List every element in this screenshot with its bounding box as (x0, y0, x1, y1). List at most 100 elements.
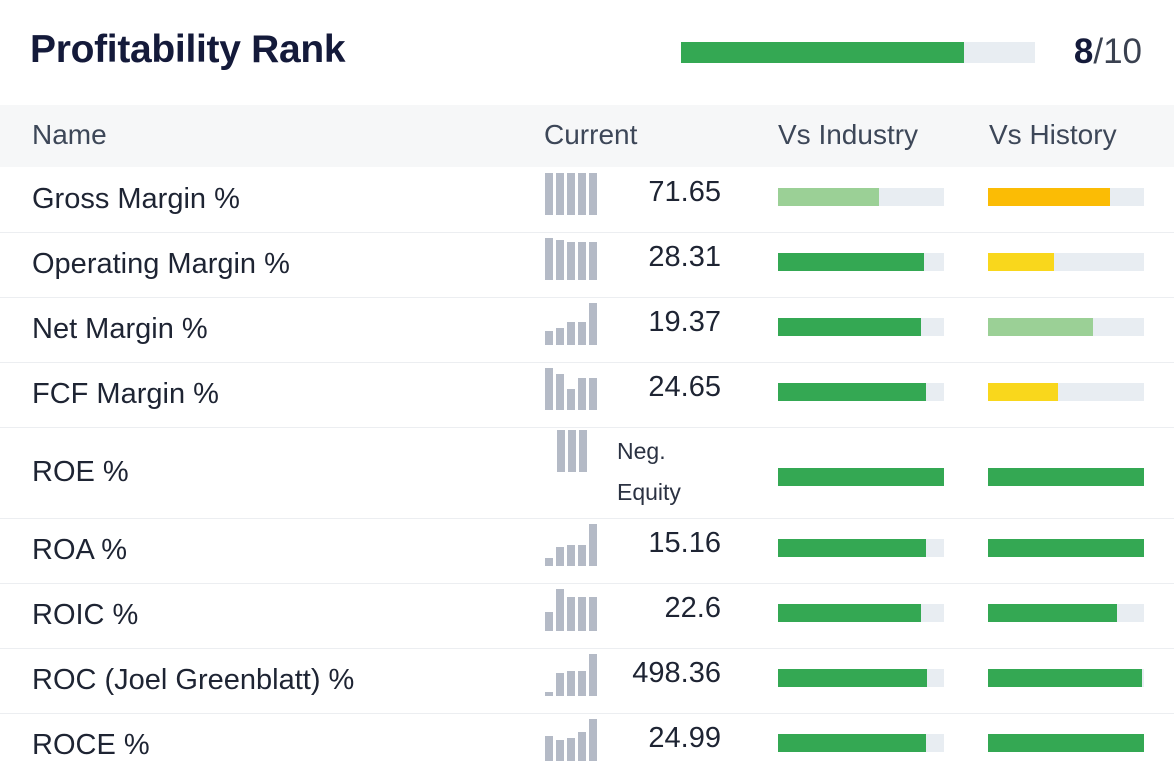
table-row[interactable]: Gross Margin % 71.65 (0, 167, 1174, 233)
vs-history-bar[interactable] (988, 733, 1144, 752)
table-row[interactable]: ROE % Neg. Equity (0, 427, 1174, 519)
sparkline-bar (545, 238, 553, 280)
vs-industry-bar[interactable] (778, 187, 944, 206)
vs-history-bar[interactable] (988, 668, 1144, 687)
vs-history-bar[interactable] (988, 538, 1144, 557)
vs-industry-bar[interactable] (778, 317, 944, 336)
sparkline-bar (567, 322, 575, 345)
table-row[interactable]: ROIC % 22.6 (0, 583, 1174, 649)
sparkline-bar (578, 545, 586, 566)
sparkline-bar (556, 547, 564, 566)
vs-history-bar[interactable] (988, 317, 1144, 336)
sparkline-bar (568, 430, 576, 472)
sparkline-bar (545, 736, 553, 761)
sparkline-bar (589, 719, 597, 761)
sparkline-bar (567, 173, 575, 215)
vs-history-bar-fill (988, 733, 1144, 752)
table-row[interactable]: Operating Margin % 28.31 (0, 232, 1174, 298)
sparkline-bar (567, 738, 575, 761)
sparkline-bar (578, 732, 586, 761)
vs-history-bar[interactable] (988, 187, 1144, 206)
rank-score: 8/10 (1074, 32, 1142, 72)
history-sparkline-icon[interactable] (545, 368, 597, 410)
history-sparkline-icon[interactable] (545, 173, 597, 215)
table-row[interactable]: ROA % 15.16 (0, 518, 1174, 584)
sparkline-bar (556, 328, 564, 345)
history-sparkline-icon[interactable] (545, 589, 597, 631)
sparkline-bar (578, 242, 586, 280)
sparkline-bar (567, 389, 575, 410)
vs-history-bar-fill (988, 668, 1143, 687)
current-value: 71.65 (648, 175, 721, 208)
sparkline-bar (545, 368, 553, 410)
history-sparkline-icon[interactable] (545, 238, 597, 280)
metric-name[interactable]: Gross Margin % (32, 182, 240, 215)
history-sparkline-icon[interactable] (545, 719, 597, 761)
vs-industry-bar[interactable] (778, 733, 944, 752)
sparkline-bar (589, 524, 597, 566)
current-value: Neg. Equity (617, 431, 681, 513)
vs-history-bar[interactable] (988, 467, 1144, 486)
current-value: 24.65 (648, 370, 721, 403)
metric-name[interactable]: Operating Margin % (32, 247, 290, 280)
sparkline-bar (545, 173, 553, 215)
column-header-vs-history[interactable]: Vs History (989, 119, 1117, 150)
metric-name[interactable]: ROCE % (32, 728, 150, 761)
vs-history-bar-fill (988, 467, 1144, 486)
vs-industry-bar[interactable] (778, 538, 944, 557)
current-value-line: Neg. (617, 438, 666, 464)
sparkline-bar (589, 303, 597, 345)
sparkline-bar (567, 242, 575, 280)
sparkline-bar (556, 740, 564, 761)
vs-industry-bar[interactable] (778, 603, 944, 622)
sparkline-bar (578, 378, 586, 410)
vs-history-bar-fill (988, 252, 1054, 271)
column-header-vs-industry[interactable]: Vs Industry (778, 119, 919, 150)
sparkline-bar (567, 671, 575, 696)
current-value: 19.37 (648, 305, 721, 338)
metric-name[interactable]: ROE % (32, 455, 129, 488)
metric-name[interactable]: ROC (Joel Greenblatt) % (32, 663, 355, 696)
sparkline-bar (556, 173, 564, 215)
vs-industry-bar-fill (778, 603, 921, 622)
rank-value: 8 (1073, 32, 1094, 71)
metric-name[interactable]: Net Margin % (32, 312, 208, 345)
vs-industry-bar[interactable] (778, 467, 944, 486)
sparkline-bar (578, 322, 586, 345)
rank-progress-fill (681, 42, 965, 63)
metric-name[interactable]: ROIC % (32, 598, 139, 631)
current-value: 24.99 (648, 721, 721, 754)
table-row[interactable]: ROCE % 24.99 (0, 713, 1174, 778)
current-value-line: Equity (617, 479, 681, 505)
history-sparkline-icon[interactable] (545, 303, 597, 345)
table-row[interactable]: Net Margin % 19.37 (0, 297, 1174, 363)
rank-progress-bar (681, 42, 1035, 63)
vs-industry-bar-fill (778, 538, 926, 557)
sparkline-bar (579, 430, 587, 472)
sparkline-bar (556, 589, 564, 631)
table-row[interactable]: ROC (Joel Greenblatt) % 498.36 (0, 648, 1174, 714)
vs-history-bar[interactable] (988, 603, 1144, 622)
profitability-rank-header: Profitability Rank 8/10 (0, 0, 1174, 105)
metric-name[interactable]: ROA % (32, 533, 128, 566)
vs-history-bar-fill (988, 603, 1118, 622)
sparkline-bar (545, 692, 553, 696)
vs-industry-bar[interactable] (778, 252, 944, 271)
sparkline-bar (545, 612, 553, 631)
column-header-current[interactable]: Current (544, 119, 638, 150)
metric-name[interactable]: FCF Margin % (32, 377, 219, 410)
history-sparkline-icon[interactable] (545, 654, 597, 696)
history-sparkline-icon[interactable] (545, 524, 597, 566)
vs-history-bar-fill (988, 317, 1093, 336)
vs-history-bar[interactable] (988, 382, 1144, 401)
vs-industry-bar[interactable] (778, 668, 944, 687)
vs-history-bar-fill (988, 187, 1110, 206)
vs-industry-bar-fill (778, 187, 880, 206)
history-sparkline-icon[interactable] (545, 430, 595, 472)
table-header: Name Current Vs Industry Vs History (0, 105, 1174, 167)
column-header-name[interactable]: Name (32, 119, 107, 150)
table-row[interactable]: FCF Margin % 24.65 (0, 362, 1174, 428)
sparkline-bar (556, 374, 564, 410)
vs-history-bar[interactable] (988, 252, 1144, 271)
vs-industry-bar[interactable] (778, 382, 944, 401)
